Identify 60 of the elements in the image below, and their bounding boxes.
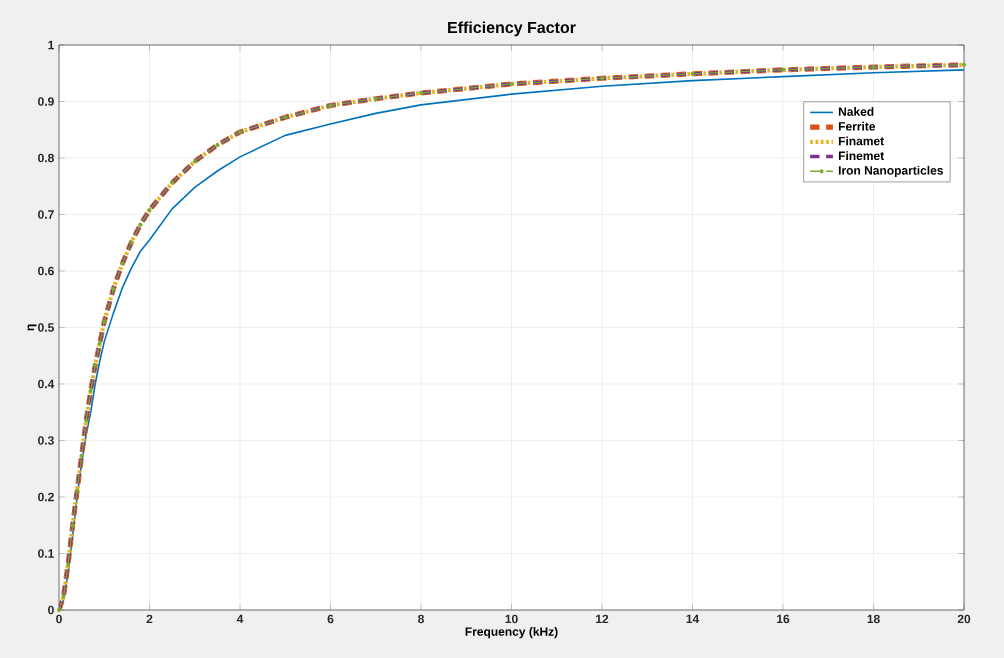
point <box>88 388 93 393</box>
point <box>56 608 62 613</box>
point <box>93 363 98 368</box>
y-tick-label: 0.6 <box>38 266 54 276</box>
y-tick-label: 0.9 <box>38 97 54 106</box>
point <box>129 240 134 245</box>
point <box>170 180 175 185</box>
x-tick-label: 0 <box>56 614 62 624</box>
point <box>61 594 66 599</box>
point <box>75 488 80 493</box>
x-tick-label: 14 <box>686 614 700 623</box>
y-tick-label: 0.7 <box>38 210 54 219</box>
x-tick-label: 8 <box>418 614 424 624</box>
legend-label: Finemet <box>838 151 884 161</box>
point <box>79 453 84 458</box>
point <box>328 103 333 108</box>
y-tick-label: 0.4 <box>38 379 55 389</box>
legend-label: Finamet <box>838 136 884 146</box>
x-tick-label: 20 <box>957 614 971 624</box>
point <box>66 562 71 567</box>
y-tick-label: 0.3 <box>38 436 54 445</box>
point <box>600 76 604 81</box>
point <box>97 341 102 346</box>
legend-label: Naked <box>838 107 874 116</box>
x-tick-label: 4 <box>236 614 244 623</box>
point <box>120 261 125 266</box>
point <box>509 81 514 86</box>
point <box>147 207 152 212</box>
point <box>690 71 695 76</box>
point <box>84 418 89 423</box>
point <box>283 115 288 120</box>
point <box>238 130 242 135</box>
x-tick-label: 6 <box>327 614 334 624</box>
x-tick-label: 16 <box>777 614 790 624</box>
x-tick-label: 12 <box>596 614 609 624</box>
y-tick-label: 1 <box>48 40 54 50</box>
point <box>215 143 220 148</box>
point <box>781 67 786 72</box>
point <box>138 222 143 227</box>
x-tick-label: 2 <box>146 614 153 624</box>
point <box>419 91 424 96</box>
point <box>373 96 378 101</box>
point <box>111 287 116 292</box>
point <box>70 523 75 528</box>
y-tick-label: 0.2 <box>38 492 54 502</box>
y-tick-label: 0.1 <box>38 549 54 558</box>
y-tick-label: 0 <box>48 605 54 615</box>
point <box>871 65 876 70</box>
chart-title: Efficiency Factor <box>448 21 576 37</box>
x-tick-label: 18 <box>867 614 880 624</box>
point <box>102 319 107 324</box>
point <box>192 159 197 164</box>
y-tick-label: 0.8 <box>38 153 54 163</box>
legend-label: Iron Nanoparticles <box>838 165 943 178</box>
point <box>962 62 967 67</box>
y-tick-label: 0.5 <box>38 323 54 332</box>
y-axis-title: η <box>27 324 37 331</box>
legend-label: Ferrite <box>838 121 876 131</box>
x-axis-title: Frequency (kHz) <box>465 627 558 639</box>
x-tick-label: 10 <box>505 614 518 624</box>
